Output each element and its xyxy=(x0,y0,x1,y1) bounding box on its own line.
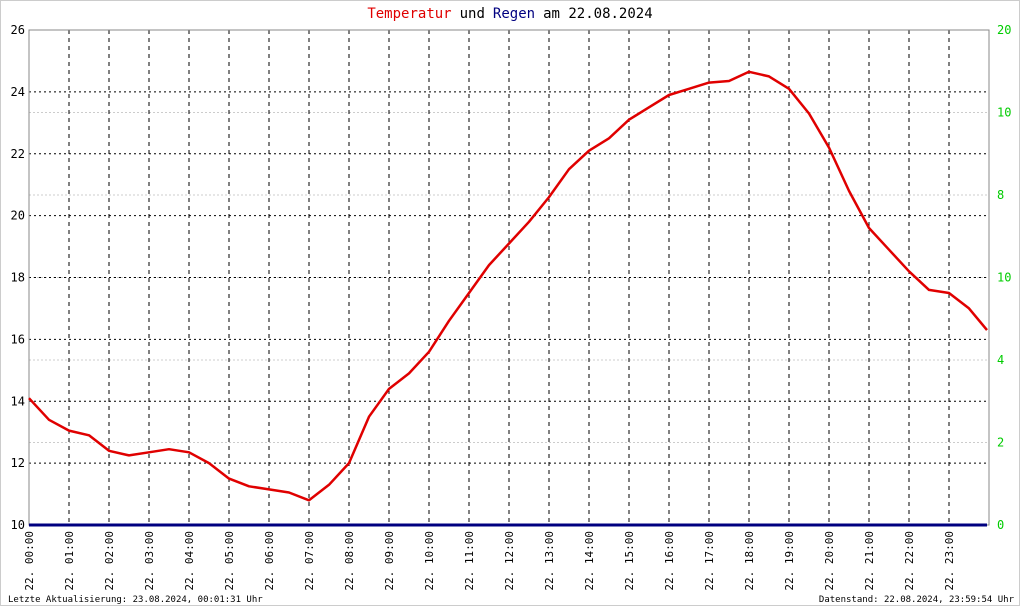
x-tick-label: 22. 07:00 xyxy=(303,531,316,591)
y-tick-label: 18 xyxy=(11,271,25,285)
title-part: Temperatur xyxy=(367,6,451,22)
x-tick-label: 22. 21:00 xyxy=(863,531,876,591)
x-tick-label: 22. 16:00 xyxy=(663,531,676,591)
y2-tick-label: 10 xyxy=(997,271,1011,285)
y2-tick-label: 0 xyxy=(997,518,1004,532)
x-tick-label: 22. 09:00 xyxy=(383,531,396,591)
y2-tick-label: 4 xyxy=(997,353,1004,367)
y-tick-label: 12 xyxy=(11,456,25,470)
footer-left: Letzte Aktualisierung: 23.08.2024, 00:01… xyxy=(8,595,263,605)
footer-right: Datenstand: 22.08.2024, 23:59:54 Uhr xyxy=(819,595,1015,605)
x-tick-label: 22. 20:00 xyxy=(823,531,836,591)
x-tick-label: 22. 19:00 xyxy=(783,531,796,591)
title-part: und xyxy=(460,6,485,22)
y2-tick-label: 8 xyxy=(997,188,1004,202)
x-tick-label: 22. 03:00 xyxy=(143,531,156,591)
y2-tick-label: 20 xyxy=(997,23,1011,37)
x-tick-label: 22. 04:00 xyxy=(183,531,196,591)
y-tick-label: 14 xyxy=(11,394,25,408)
title-part: am 22.08.2024 xyxy=(543,6,653,22)
x-tick-label: 22. 17:00 xyxy=(703,531,716,591)
x-tick-label: 22. 18:00 xyxy=(743,531,756,591)
x-tick-label: 22. 01:00 xyxy=(63,531,76,591)
chart-title: Temperatur und Regen am 22.08.2024 xyxy=(367,6,652,22)
title-part: Regen xyxy=(493,6,535,22)
y-tick-label: 16 xyxy=(11,332,25,346)
x-tick-label: 22. 05:00 xyxy=(223,531,236,591)
y-tick-label: 10 xyxy=(11,518,25,532)
x-tick-label: 22. 00:00 xyxy=(23,531,36,591)
y2-tick-label: 2 xyxy=(997,436,1004,450)
x-tick-label: 22. 10:00 xyxy=(423,531,436,591)
y-tick-label: 20 xyxy=(11,209,25,223)
y2-tick-label: 10 xyxy=(997,106,1011,120)
y-tick-label: 26 xyxy=(11,23,25,37)
x-tick-label: 22. 06:00 xyxy=(263,531,276,591)
x-tick-label: 22. 11:00 xyxy=(463,531,476,591)
y-tick-label: 22 xyxy=(11,147,25,161)
series-line xyxy=(28,70,988,502)
x-tick-label: 22. 08:00 xyxy=(343,531,356,591)
x-tick-label: 22. 15:00 xyxy=(623,531,636,591)
y-tick-label: 24 xyxy=(11,85,25,99)
x-tick-label: 22. 23:00 xyxy=(943,531,956,591)
x-tick-label: 22. 22:00 xyxy=(903,531,916,591)
x-tick-label: 22. 12:00 xyxy=(503,531,516,591)
x-tick-label: 22. 14:00 xyxy=(583,531,596,591)
x-tick-label: 22. 13:00 xyxy=(543,531,556,591)
x-tick-label: 22. 02:00 xyxy=(103,531,116,591)
